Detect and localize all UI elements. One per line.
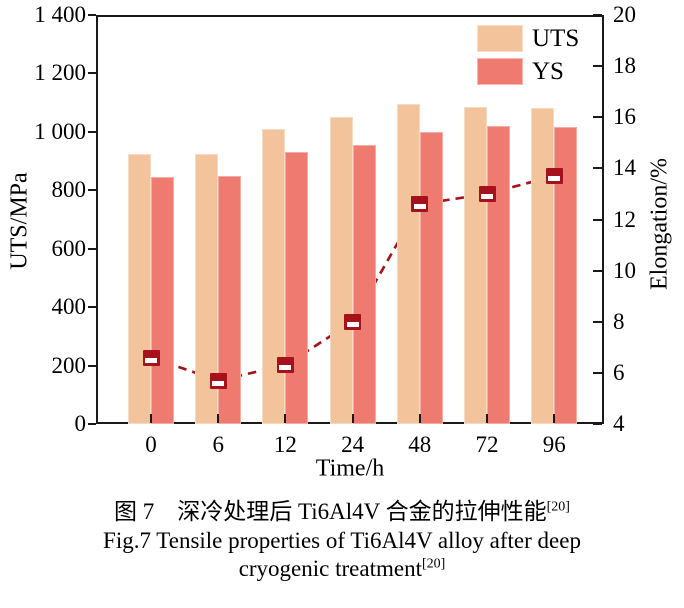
ys-bar [487, 126, 510, 424]
caption-english-line1: Fig.7 Tensile properties of Ti6Al4V allo… [103, 528, 581, 553]
right-tick-label: 8 [613, 308, 625, 334]
right-tick [593, 423, 602, 425]
ys-bar [285, 152, 309, 424]
plot-area: UTS YS [96, 15, 604, 424]
legend-item-ys: YS [477, 58, 579, 85]
x-tick [486, 414, 488, 423]
uts-bar [195, 153, 219, 424]
right-tick [593, 65, 602, 68]
left-tick-label: 600 [51, 235, 87, 261]
tensile-properties-chart: UTS/MPa Elongation/% Time/h UTS YS 0 200 40… [6, 2, 673, 482]
elongation-marker-stripe [145, 357, 157, 363]
elongation-marker-stripe [413, 204, 426, 210]
elongation-marker [209, 372, 227, 389]
left-tick-label: 1 000 [34, 118, 86, 144]
elongation-marker-stripe [212, 380, 225, 386]
x-tick [351, 414, 354, 423]
x-tick [217, 414, 220, 423]
ys-bar [151, 177, 174, 424]
x-tick-label: 6 [212, 432, 224, 457]
x-tick-label: 48 [408, 432, 432, 457]
elongation-marker [478, 185, 496, 202]
right-tick [593, 167, 602, 170]
x-tick-label: 24 [341, 432, 365, 457]
caption-english-ref: [20] [421, 556, 446, 572]
left-tick-label: 400 [51, 294, 87, 320]
legend-swatch-uts [477, 25, 523, 52]
elongation-marker-stripe [481, 193, 493, 199]
legend-label-ys: YS [532, 58, 564, 85]
left-tick [88, 306, 96, 309]
caption-english-line2-text: cryogenic treatment [238, 556, 422, 581]
x-tick [150, 414, 152, 423]
left-tick-label: 200 [51, 352, 87, 378]
ys-bar [419, 131, 443, 424]
uts-bar [531, 108, 555, 424]
uts-bar [262, 128, 286, 424]
left-tick [88, 72, 96, 75]
left-tick [88, 423, 96, 425]
figure-caption: 图 7 深冷处理后 Ti6Al4V 合金的拉伸性能[20] Fig.7 Tens… [0, 496, 684, 583]
elongation-marker [545, 168, 563, 185]
elongation-marker [344, 313, 362, 330]
caption-chinese: 图 7 深冷处理后 Ti6Al4V 合金的拉伸性能[20] [0, 496, 684, 527]
x-axis-title: Time/h [315, 455, 385, 482]
x-tick-label: 96 [542, 432, 566, 457]
caption-english-line2: cryogenic treatment[20] [0, 555, 684, 583]
left-tick [88, 189, 96, 192]
x-tick-label: 72 [475, 432, 499, 457]
elongation-marker-stripe [346, 321, 359, 327]
left-tick-label: 1 400 [34, 2, 86, 27]
left-tick [88, 14, 96, 16]
ys-bar [352, 145, 376, 424]
right-tick-label: 4 [613, 411, 625, 436]
left-tick-label: 800 [51, 177, 87, 203]
elongation-marker-stripe [548, 176, 561, 182]
elongation-marker [411, 196, 429, 213]
left-tick [88, 130, 96, 133]
elongation-marker [142, 349, 160, 366]
right-tick [593, 371, 602, 374]
ys-bar [218, 175, 242, 424]
right-tick-label: 14 [613, 155, 636, 181]
uts-bar [464, 107, 487, 424]
legend-swatch-ys [477, 58, 523, 85]
uts-bar [128, 153, 151, 424]
x-tick [418, 414, 421, 423]
left-tick [88, 364, 96, 367]
elongation-marker-stripe [279, 365, 292, 371]
left-tick [88, 247, 96, 250]
x-tick [553, 414, 556, 423]
ys-bar [554, 127, 578, 424]
right-tick [593, 320, 602, 323]
right-tick-label: 10 [613, 257, 636, 283]
right-tick-label: 6 [613, 359, 625, 385]
right-tick [593, 14, 602, 16]
legend-label-uts: UTS [532, 25, 580, 52]
uts-bar [329, 117, 353, 424]
right-tick-label: 20 [613, 2, 636, 27]
caption-chinese-ref: [20] [546, 499, 570, 515]
right-tick [593, 116, 602, 119]
right-tick [593, 218, 602, 221]
right-tick-label: 12 [613, 206, 636, 232]
left-tick-label: 1 200 [34, 60, 86, 86]
legend: UTS YS [477, 25, 579, 91]
legend-item-uts: UTS [477, 25, 579, 52]
right-tick-label: 16 [613, 104, 636, 130]
uts-bar [396, 104, 420, 424]
caption-chinese-text: 图 7 深冷处理后 Ti6Al4V 合金的拉伸性能 [114, 499, 547, 524]
elongation-marker [276, 357, 294, 374]
x-tick-label: 0 [145, 432, 157, 457]
x-tick [284, 414, 287, 423]
right-tick [593, 269, 602, 272]
left-tick-label: 0 [74, 411, 87, 436]
right-tick-label: 18 [613, 53, 636, 79]
x-tick-label: 12 [273, 432, 297, 457]
